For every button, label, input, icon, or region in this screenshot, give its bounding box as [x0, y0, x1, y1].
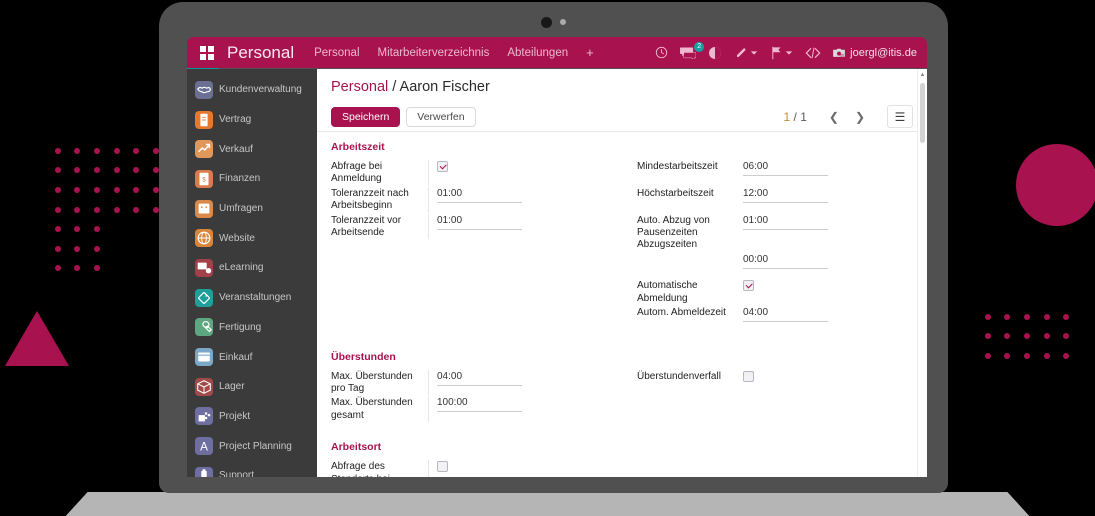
svg-text:$: $ [202, 177, 206, 184]
svg-text:A: A [200, 441, 208, 454]
